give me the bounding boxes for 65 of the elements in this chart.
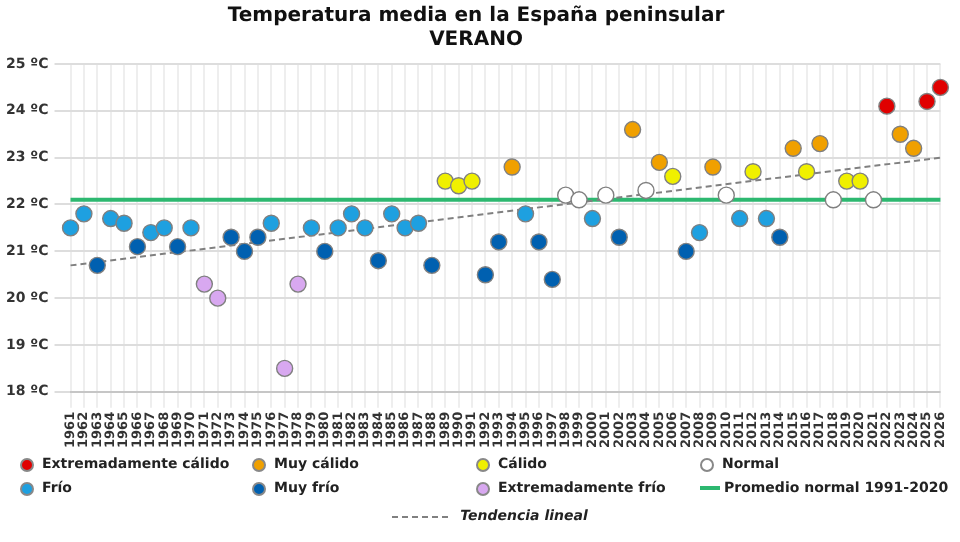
point (771, 228, 789, 246)
chart-title: Temperatura media en la España peninsular (227, 5, 725, 28)
point (864, 191, 883, 209)
point (168, 237, 187, 256)
point (88, 256, 106, 275)
point (744, 163, 762, 181)
point (449, 177, 468, 195)
point (195, 275, 214, 293)
point (610, 228, 628, 246)
point (664, 167, 682, 186)
point (931, 78, 950, 97)
point (476, 266, 495, 284)
point (650, 153, 669, 172)
point (570, 191, 588, 209)
point (878, 97, 896, 115)
point (543, 270, 561, 289)
point (356, 219, 374, 237)
point (262, 214, 280, 232)
point (757, 209, 776, 228)
point (824, 191, 843, 209)
point (182, 219, 200, 237)
point (289, 275, 307, 293)
point (142, 223, 160, 242)
point (342, 205, 361, 223)
point (101, 209, 120, 228)
point (463, 172, 481, 190)
point (597, 186, 615, 204)
point (75, 205, 93, 223)
point (851, 172, 869, 190)
point (677, 242, 695, 261)
point (704, 158, 722, 176)
point (556, 186, 575, 204)
point (784, 139, 802, 157)
point (409, 214, 428, 232)
point (516, 205, 535, 223)
point (423, 256, 441, 275)
point (235, 242, 254, 261)
point (891, 125, 909, 143)
point (316, 242, 334, 261)
point (503, 158, 521, 176)
point (369, 251, 388, 270)
point (583, 209, 602, 228)
point (637, 181, 655, 200)
point (249, 228, 267, 246)
point (128, 237, 147, 256)
point (918, 92, 936, 111)
point (209, 289, 227, 307)
point (329, 219, 347, 237)
point (115, 214, 133, 232)
point (275, 359, 294, 378)
point (811, 134, 829, 153)
point (797, 163, 816, 181)
point (623, 120, 642, 139)
point (690, 223, 709, 242)
point (155, 219, 173, 237)
point (530, 233, 548, 251)
chart-subtitle: VERANO (429, 29, 523, 52)
point (904, 139, 923, 157)
point (717, 186, 735, 204)
point (383, 205, 401, 223)
point (222, 228, 240, 246)
point (302, 219, 321, 237)
point (730, 209, 749, 228)
point (61, 219, 80, 237)
point (490, 233, 508, 251)
